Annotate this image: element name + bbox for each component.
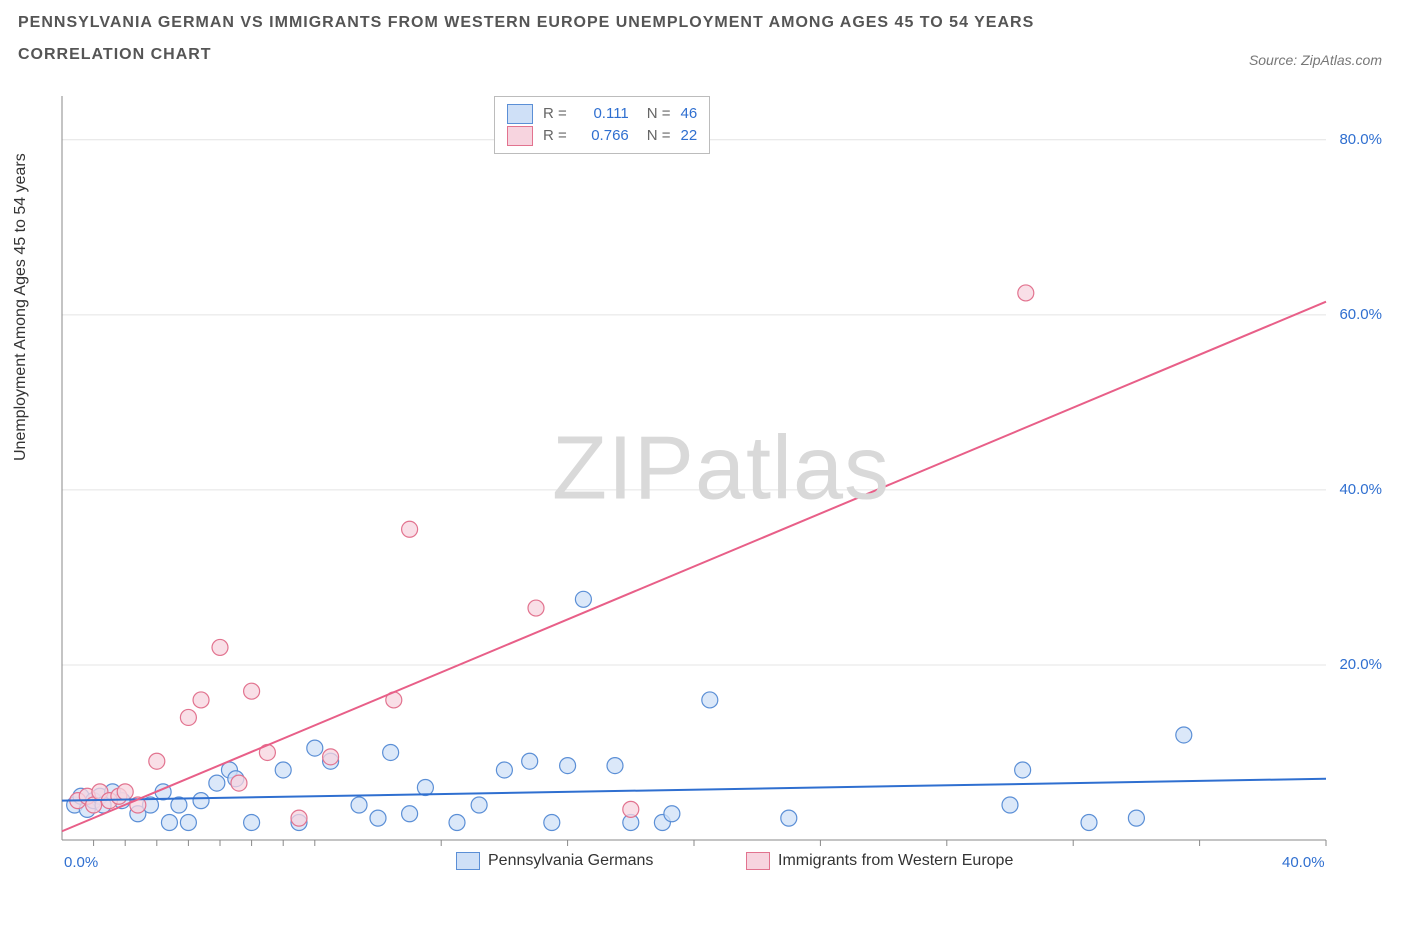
y-tick-label: 40.0%	[1339, 481, 1382, 498]
legend-r-value: 0.111	[577, 103, 629, 125]
correlation-legend-box: R = 0.111 N = 46 R = 0.766 N = 22	[494, 96, 710, 154]
chart-title-line2: CORRELATION CHART	[18, 46, 1034, 64]
legend-swatch	[507, 104, 533, 124]
series-label: Pennsylvania Germans	[488, 852, 653, 870]
x-tick-label: 40.0%	[1282, 854, 1325, 871]
legend-row: R = 0.766 N = 22	[507, 125, 697, 147]
bottom-legend-series-2: Immigrants from Western Europe	[746, 852, 1013, 870]
legend-swatch	[456, 852, 480, 870]
source-attribution: Source: ZipAtlas.com	[1249, 52, 1382, 68]
legend-n-label: N =	[647, 103, 671, 125]
legend-n-label: N =	[647, 125, 671, 147]
legend-swatch	[507, 126, 533, 146]
y-tick-label: 60.0%	[1339, 306, 1382, 323]
y-tick-label: 20.0%	[1339, 656, 1382, 673]
chart-area: ZIPatlas R =0.111N =46R =0.766N =22 20.0…	[56, 90, 1386, 880]
x-tick-label: 0.0%	[64, 854, 98, 871]
y-axis-label: Unemployment Among Ages 45 to 54 years	[12, 153, 30, 461]
legend-r-value: 0.766	[577, 125, 629, 147]
legend-n-value: 46	[681, 103, 698, 125]
chart-title-line1: PENNSYLVANIA GERMAN VS IMMIGRANTS FROM W…	[18, 14, 1034, 32]
scatter-chart	[56, 90, 1386, 880]
y-tick-label: 80.0%	[1339, 131, 1382, 148]
legend-n-value: 22	[681, 125, 698, 147]
legend-r-label: R =	[543, 125, 567, 147]
legend-row: R = 0.111 N = 46	[507, 103, 697, 125]
bottom-legend-series-1: Pennsylvania Germans	[456, 852, 653, 870]
chart-title-block: PENNSYLVANIA GERMAN VS IMMIGRANTS FROM W…	[18, 14, 1034, 64]
legend-swatch	[746, 852, 770, 870]
series-label: Immigrants from Western Europe	[778, 852, 1013, 870]
legend-r-label: R =	[543, 103, 567, 125]
